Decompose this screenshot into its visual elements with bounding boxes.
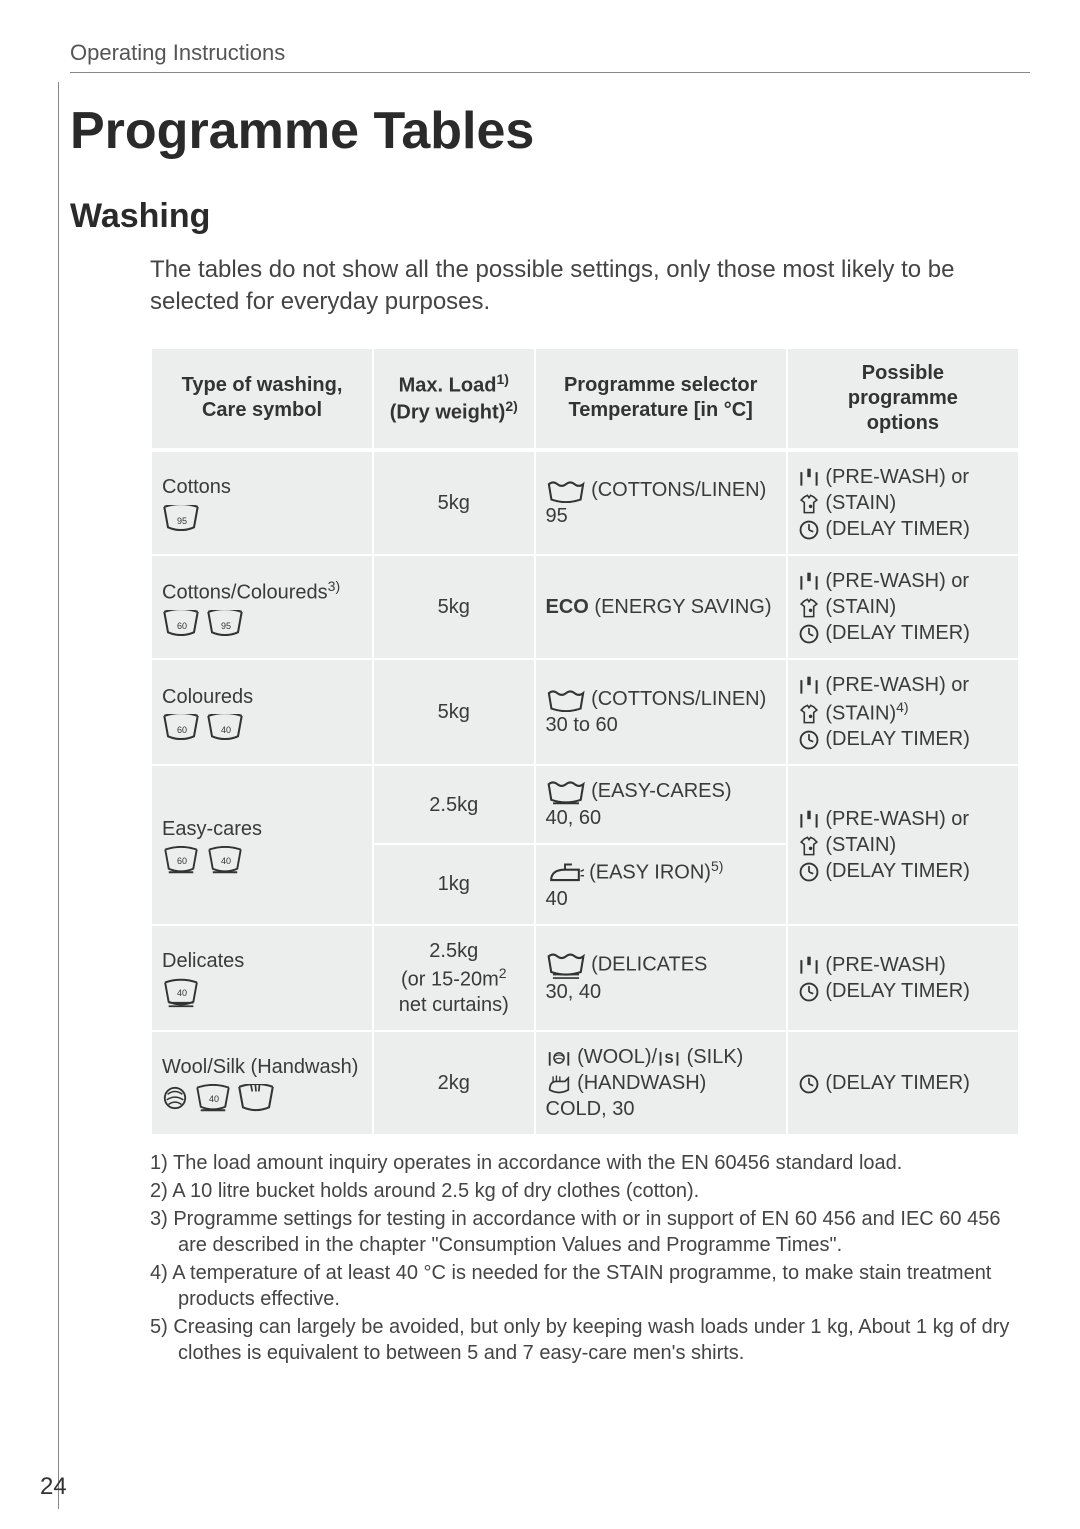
col-load: Max. Load1) (Dry weight)2) [373, 348, 534, 450]
care-basinbar-60-icon: 60 [162, 846, 200, 874]
care-basinbar-40-icon: 40 [194, 1084, 232, 1112]
delay-timer-icon [798, 1073, 820, 1095]
load-cell: 1kg [373, 844, 534, 925]
load-cell: 2kg [373, 1031, 534, 1135]
table-row: Easy-cares 60 40 2.5kg (EASY-CARES) 40, … [151, 765, 1019, 844]
care-basin-hand-icon [237, 1084, 275, 1112]
cottons-prog-icon [546, 479, 586, 503]
cottons-prog-icon [546, 688, 586, 712]
care-basin-95-icon: 95 [206, 610, 244, 636]
footnotes: 1) The load amount inquiry operates in a… [150, 1150, 1030, 1366]
col-opts: Possible programme options [787, 348, 1019, 450]
page-number: 24 [40, 1473, 67, 1501]
type-label: Delicates [162, 950, 244, 972]
footnote: 5) Creasing can largely be avoided, but … [150, 1314, 1030, 1366]
svg-text:40: 40 [209, 1094, 219, 1104]
care-basin-dbar-40-icon: 40 [162, 978, 200, 1008]
svg-text:60: 60 [177, 856, 187, 866]
wool-prog-icon [546, 1047, 572, 1069]
care-basin-60-icon: 60 [162, 610, 200, 636]
prewash-icon [798, 467, 820, 489]
table-row: Cottons/Coloureds3) 60 95 5kg ECO (ENERG… [151, 555, 1019, 659]
footnote: 4) A temperature of at least 40 °C is ne… [150, 1260, 1030, 1312]
svg-text:60: 60 [177, 725, 187, 735]
care-basin-40-icon: 40 [206, 714, 244, 740]
type-label: Easy-cares [162, 818, 262, 840]
col-prog: Programme selector Temperature [in °C] [535, 348, 787, 450]
header-rule [70, 72, 1030, 73]
svg-text:40: 40 [177, 988, 187, 998]
care-basin-60-icon: 60 [162, 714, 200, 740]
stain-icon [798, 597, 820, 619]
footnote: 1) The load amount inquiry operates in a… [150, 1150, 1030, 1176]
easycares-prog-icon [546, 779, 586, 805]
delay-timer-icon [798, 519, 820, 541]
svg-text:95: 95 [177, 516, 187, 526]
running-header: Operating Instructions [70, 40, 1030, 66]
prewash-icon [798, 571, 820, 593]
prewash-icon [798, 675, 820, 697]
table-row: Wool/Silk (Handwash) 40 2kg (WOOL)/ (SIL… [151, 1031, 1019, 1135]
load-cell: 2.5kg [373, 765, 534, 844]
table-row: Coloureds 60 40 5kg (COTTONS/LINEN) 30 t… [151, 659, 1019, 766]
delay-timer-icon [798, 623, 820, 645]
stain-icon [798, 835, 820, 857]
footnote: 2) A 10 litre bucket holds around 2.5 kg… [150, 1178, 1030, 1204]
table-row: Cottons 95 5kg (COTTONS/LINEN) 95 (PRE-W… [151, 450, 1019, 555]
type-label: Coloureds [162, 686, 253, 708]
table-row: Delicates 40 2.5kg (or 15-20m2 net curta… [151, 925, 1019, 1032]
load-cell: 2.5kg (or 15-20m2 net curtains) [373, 925, 534, 1032]
intro-text: The tables do not show all the possible … [150, 254, 1030, 319]
type-label: Cottons/Coloureds [162, 582, 328, 604]
care-basinbar-40-icon: 40 [206, 846, 244, 874]
load-cell: 5kg [373, 555, 534, 659]
svg-text:95: 95 [221, 621, 231, 631]
section-title: Washing [70, 197, 1030, 236]
wool-icon [162, 1085, 188, 1111]
easy-iron-icon [546, 862, 584, 886]
delicates-prog-icon [546, 951, 586, 979]
type-label: Wool/Silk (Handwash) [162, 1056, 358, 1078]
load-cell: 5kg [373, 659, 534, 766]
svg-text:40: 40 [221, 856, 231, 866]
load-cell: 5kg [373, 450, 534, 555]
delay-timer-icon [798, 981, 820, 1003]
handwash-icon [546, 1073, 572, 1095]
table-header-row: Type of washing, Care symbol Max. Load1)… [151, 348, 1019, 450]
programme-table: Type of washing, Care symbol Max. Load1)… [150, 347, 1020, 1137]
left-rule [58, 82, 59, 1509]
col-type: Type of washing, Care symbol [151, 348, 373, 450]
delay-timer-icon [798, 861, 820, 883]
stain-icon [798, 703, 820, 725]
care-basin-95-icon: 95 [162, 505, 200, 531]
silk-icon [657, 1047, 681, 1069]
footnote: 3) Programme settings for testing in acc… [150, 1206, 1030, 1258]
delay-timer-icon [798, 729, 820, 751]
page-title: Programme Tables [70, 101, 1030, 161]
stain-icon [798, 493, 820, 515]
svg-text:60: 60 [177, 621, 187, 631]
prewash-icon [798, 809, 820, 831]
svg-text:40: 40 [221, 725, 231, 735]
type-label: Cottons [162, 476, 231, 498]
prewash-icon [798, 955, 820, 977]
